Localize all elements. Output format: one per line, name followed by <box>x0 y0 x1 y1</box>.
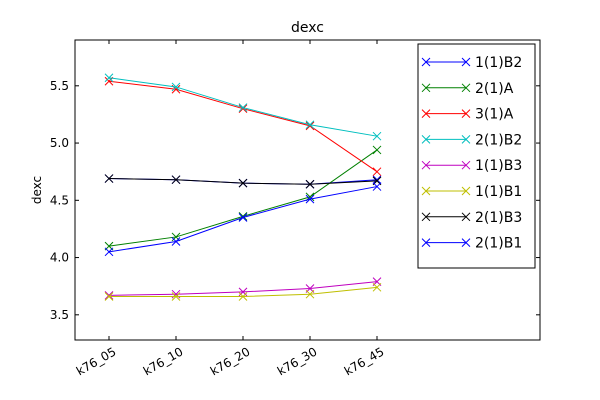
y-tick-label: 5.5 <box>50 79 69 93</box>
data-point-marker <box>104 174 114 183</box>
axis-ticks <box>75 40 540 340</box>
legend-entry: 2(1)B2 <box>421 132 522 148</box>
legend-entry: 2(1)B3 <box>421 210 522 226</box>
legend-label: 2(1)B3 <box>475 210 522 226</box>
data-point-marker <box>104 290 114 300</box>
legend-marker <box>461 83 471 93</box>
legend-marker <box>421 135 431 144</box>
data-point-marker <box>171 232 181 242</box>
series-line <box>104 182 382 257</box>
data-point-marker <box>238 213 248 222</box>
data-point-marker <box>238 292 248 301</box>
data-point-marker <box>372 182 382 191</box>
legend-entry: 1(1)B2 <box>421 55 522 71</box>
data-point-marker <box>104 292 114 301</box>
data-point-marker <box>171 82 181 92</box>
legend-entry: 1(1)B1 <box>421 184 522 200</box>
series-line <box>104 282 382 301</box>
y-tick-label: 3.5 <box>50 308 69 322</box>
data-point-marker <box>238 178 248 188</box>
legend-marker <box>421 83 431 93</box>
legend-label: 3(1)A <box>475 107 514 123</box>
y-tick-label: 4.5 <box>50 193 69 207</box>
chart-title: dexc <box>291 20 324 36</box>
data-point-marker <box>372 145 382 155</box>
legend-entry: 2(1)B1 <box>421 236 522 252</box>
data-point-marker <box>305 121 315 131</box>
legend-marker <box>461 212 471 222</box>
legend-entry: 2(1)A <box>421 81 514 97</box>
series-line <box>104 73 382 141</box>
legend-marker <box>421 186 431 196</box>
legend-label: 1(1)B2 <box>475 55 522 71</box>
legend: 1(1)B2 2(1)A 3(1)A 2(1)B2 1(1)B3 1(1)B1 2(1)B3… <box>417 43 536 269</box>
data-point-marker <box>305 179 315 189</box>
data-point-marker <box>171 292 181 301</box>
legend-marker <box>461 135 471 144</box>
data-point-marker <box>104 73 114 83</box>
legend-marker <box>461 160 471 170</box>
y-tick-label: 5.0 <box>50 136 69 150</box>
data-point-marker <box>305 289 315 299</box>
data-point-marker <box>372 175 382 185</box>
data-point-marker <box>372 167 382 177</box>
data-point-marker <box>305 194 315 204</box>
legend-entry: 3(1)A <box>421 107 514 123</box>
legend-label: 2(1)B1 <box>475 236 522 252</box>
legend-label: 1(1)B1 <box>475 184 522 200</box>
legend-marker <box>421 57 431 67</box>
data-point-marker <box>238 211 248 221</box>
y-axis-title: dexc <box>30 176 44 204</box>
series-layer <box>104 73 382 301</box>
legend-marker <box>421 238 431 247</box>
data-point-marker <box>104 247 114 257</box>
legend-marker <box>421 212 431 222</box>
data-point-marker <box>305 120 315 130</box>
legend-frame <box>417 43 536 269</box>
legend-marker <box>461 57 471 67</box>
y-tick-label: 4.0 <box>50 251 69 265</box>
series-line <box>104 145 382 251</box>
legend-marker <box>461 109 471 118</box>
data-point-marker <box>372 131 382 141</box>
legend-marker <box>421 160 431 170</box>
legend-marker <box>461 238 471 247</box>
data-point-marker <box>238 104 248 114</box>
data-point-marker <box>238 103 248 112</box>
legend-marker <box>461 186 471 196</box>
data-point-marker <box>372 282 382 292</box>
legend-label: 2(1)A <box>475 81 514 97</box>
legend-marker <box>421 109 431 118</box>
legend-entry: 1(1)B3 <box>421 158 522 174</box>
data-point-marker <box>238 287 248 297</box>
data-point-marker <box>171 175 181 185</box>
legend-label: 2(1)B2 <box>475 132 522 148</box>
data-point-marker <box>171 237 181 246</box>
plot-area-frame <box>74 39 541 341</box>
legend-label: 1(1)B3 <box>475 158 522 174</box>
